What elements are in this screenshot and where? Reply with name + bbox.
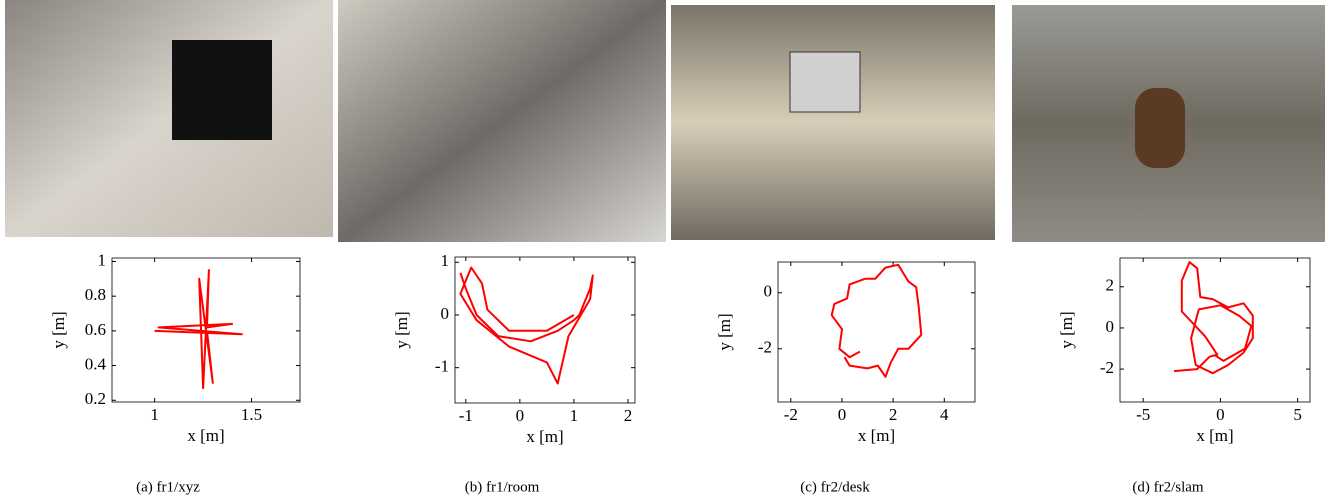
trajectory bbox=[155, 270, 242, 388]
y-tick-label: 0.8 bbox=[85, 285, 106, 304]
caption: (b) fr1/room bbox=[465, 479, 540, 495]
y-tick-label: -1 bbox=[435, 357, 449, 376]
y-tick-label: 0 bbox=[764, 282, 773, 301]
x-axis-label: x [m] bbox=[526, 427, 563, 446]
y-tick-label: 1 bbox=[98, 250, 107, 269]
x-tick-label: 1.5 bbox=[241, 405, 262, 424]
y-axis-label: y [m] bbox=[715, 313, 734, 350]
x-tick-label: 4 bbox=[940, 405, 949, 424]
caption: (a) fr1/xyz bbox=[136, 479, 200, 495]
x-tick-label: -2 bbox=[784, 405, 798, 424]
x-tick-label: 0 bbox=[838, 405, 847, 424]
x-axis-label: x [m] bbox=[187, 426, 224, 445]
y-tick-label: 0.4 bbox=[85, 354, 107, 373]
y-axis-label: y [m] bbox=[49, 311, 68, 348]
figure: 1 1.5 0.2 0.4 0.6 0.8 1 x [m] y [m] (a) fr1/xyz -1… bbox=[0, 0, 1331, 499]
x-tick-label: 0 bbox=[1216, 405, 1225, 424]
x-tick-label: -1 bbox=[459, 406, 473, 425]
x-axis-label: x [m] bbox=[858, 426, 895, 445]
trajectory bbox=[832, 265, 922, 377]
photo-monitor bbox=[172, 40, 272, 140]
y-tick-label: 1 bbox=[441, 251, 450, 270]
x-tick-label: 0 bbox=[516, 406, 525, 425]
y-tick-label: 0.2 bbox=[85, 389, 106, 408]
x-tick-label: -5 bbox=[1136, 405, 1150, 424]
x-tick-label: 5 bbox=[1293, 405, 1302, 424]
y-axis-label: y [m] bbox=[392, 311, 411, 348]
caption: (c) fr2/desk bbox=[800, 479, 870, 495]
x-tick-label: 2 bbox=[889, 405, 898, 424]
plot-frame bbox=[778, 262, 975, 402]
trajectory bbox=[460, 268, 592, 384]
photo bbox=[5, 0, 333, 237]
x-tick-label: 2 bbox=[624, 406, 633, 425]
x-axis-label: x [m] bbox=[1196, 426, 1233, 445]
x-tick-label: 1 bbox=[570, 406, 579, 425]
y-axis-label: y [m] bbox=[1057, 311, 1076, 348]
photo bbox=[338, 0, 666, 242]
y-tick-label: 0 bbox=[1106, 317, 1115, 336]
trajectory bbox=[1174, 262, 1253, 373]
photo-teddy bbox=[1135, 88, 1185, 168]
photo-monitor bbox=[790, 52, 860, 112]
y-tick-label: -2 bbox=[758, 338, 772, 357]
y-tick-label: 2 bbox=[1106, 276, 1115, 295]
plot-frame bbox=[1120, 258, 1310, 402]
y-tick-label: 0.6 bbox=[85, 320, 106, 339]
y-tick-label: -2 bbox=[1100, 358, 1114, 377]
caption: (d) fr2/slam bbox=[1132, 479, 1204, 495]
y-tick-label: 0 bbox=[441, 304, 450, 323]
photo bbox=[671, 5, 995, 240]
x-tick-label: 1 bbox=[150, 405, 159, 424]
